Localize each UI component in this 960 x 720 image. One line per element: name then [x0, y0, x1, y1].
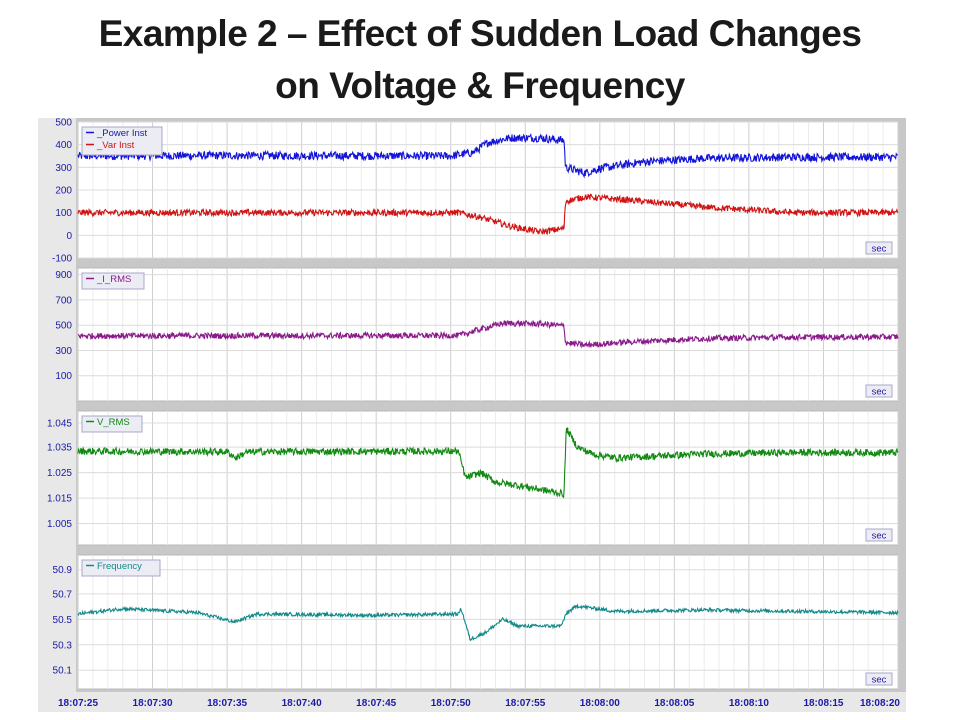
sec-badge	[865, 672, 893, 686]
legend-entry: _I_RMS	[96, 274, 131, 285]
legend-box	[81, 126, 163, 156]
sec-label: sec	[872, 244, 887, 255]
y-tick-label: 50.9	[53, 565, 73, 576]
y-tick-label: 500	[55, 118, 72, 129]
y-tick-label: 700	[55, 295, 72, 306]
y-tick-label: 50.3	[53, 640, 73, 651]
series-line-1	[77, 603, 899, 642]
legend: Frequency	[81, 559, 161, 577]
series-line-2	[77, 193, 899, 236]
y-tick-label: 50.7	[53, 589, 73, 600]
legend-box	[81, 272, 145, 290]
y-tick-label: 1.015	[47, 494, 72, 505]
x-tick-label: 18:07:55	[505, 698, 545, 709]
x-tick-label: 18:08:20	[860, 698, 900, 709]
sec-label: sec	[872, 531, 887, 542]
legend-entry: Frequency	[97, 561, 142, 572]
x-tick-label: 18:08:15	[803, 698, 843, 709]
y-tick-label: 900	[55, 270, 72, 281]
x-tick-label: 18:07:25	[58, 698, 98, 709]
x-tick-label: 18:07:30	[133, 698, 173, 709]
x-tick-label: 18:07:45	[356, 698, 396, 709]
legend: V_RMS	[81, 415, 143, 433]
legend-entry: _Power Inst	[96, 128, 148, 139]
x-axis-strip	[38, 692, 906, 712]
sec-badge	[865, 528, 893, 542]
sec-label: sec	[872, 675, 887, 686]
series-line-1	[77, 133, 899, 179]
y-tick-label: 0	[66, 231, 72, 242]
y-axis-strip	[38, 118, 76, 712]
sec-badge	[865, 384, 893, 398]
x-tick-label: 18:07:35	[207, 698, 247, 709]
plot-area	[77, 554, 899, 690]
y-tick-label: 200	[55, 186, 72, 197]
chart-panel-1: 500 400 300 200 100 0 -100 _Power Inst_Var Inst…	[52, 118, 899, 265]
y-tick-label: 50.1	[53, 666, 73, 677]
x-tick-label: 18:07:40	[282, 698, 322, 709]
y-tick-label: 400	[55, 140, 72, 151]
legend: _I_RMS	[81, 272, 145, 290]
y-tick-label: 50.5	[53, 615, 73, 626]
y-tick-label: 500	[55, 321, 72, 332]
title-line-2: on Voltage & Frequency	[275, 65, 685, 106]
y-tick-label: -100	[52, 254, 72, 265]
y-tick-label: 100	[55, 208, 72, 219]
legend-entry: _Var Inst	[96, 140, 135, 151]
slide-title: Example 2 – Effect of Sudden Load Change…	[0, 8, 960, 112]
y-tick-label: 1.035	[47, 443, 72, 454]
y-tick-label: 1.045	[47, 419, 72, 430]
x-tick-label: 18:08:05	[654, 698, 694, 709]
legend-box	[81, 415, 143, 433]
x-tick-label: 18:08:10	[729, 698, 769, 709]
y-tick-label: 100	[55, 371, 72, 382]
oscilloscope-charts: 500 400 300 200 100 0 -100 _Power Inst_Var Inst…	[38, 118, 906, 712]
series-line-1	[77, 319, 899, 349]
chart-panel-4: 50.9 50.7 50.5 50.3 50.1 Frequency sec	[53, 554, 899, 690]
series-line-1	[77, 427, 899, 499]
y-tick-label: 1.005	[47, 519, 72, 530]
sec-label: sec	[872, 387, 887, 398]
sec-badge	[865, 241, 893, 255]
legend-entry: V_RMS	[97, 417, 130, 428]
y-tick-label: 300	[55, 346, 72, 357]
legend-box	[81, 559, 161, 577]
x-tick-label: 18:07:50	[431, 698, 471, 709]
y-tick-label: 1.025	[47, 468, 72, 479]
title-line-1: Example 2 – Effect of Sudden Load Change…	[98, 13, 862, 54]
legend: _Power Inst_Var Inst	[81, 126, 163, 156]
y-tick-label: 300	[55, 163, 72, 174]
x-tick-label: 18:08:00	[580, 698, 620, 709]
